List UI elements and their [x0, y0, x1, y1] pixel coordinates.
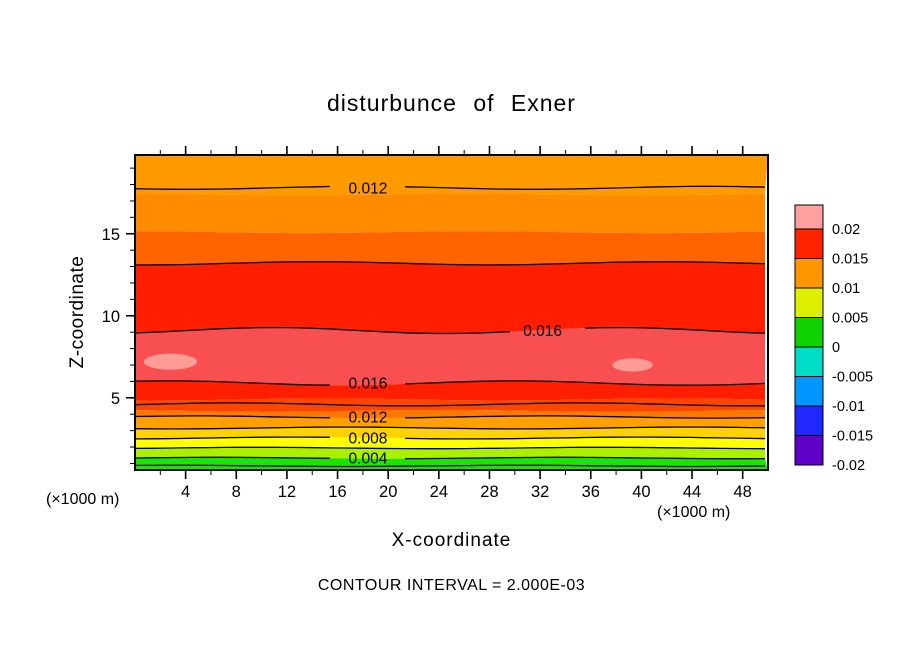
axis-ticks — [126, 146, 744, 479]
colorbar-tick-label: -0.015 — [832, 429, 873, 445]
x-unit-label-right: (×1000 m) — [657, 504, 731, 521]
contour-label: 0.012 — [349, 410, 388, 427]
contour-line — [135, 402, 766, 407]
x-tick-label: 28 — [480, 483, 498, 501]
colorbar: 0.02 0.015 0.01 0.005 0 -0.005 -0.01 -0.015 -0.0… — [794, 204, 873, 474]
y-tick-label: 5 — [111, 390, 120, 408]
colorbar-segment — [794, 405, 824, 436]
contour-line — [135, 326, 511, 335]
y-axis-title: Z-coordinate — [67, 255, 88, 369]
colorbar-segment — [794, 376, 824, 407]
x-tick-label: 32 — [531, 483, 549, 501]
colorbar-segment — [794, 317, 824, 348]
plot-frame — [134, 154, 769, 471]
colorbar-segment — [794, 258, 824, 289]
colorbar-tick-label: 0.01 — [832, 281, 860, 297]
x-tick-label: 40 — [632, 483, 650, 501]
contour-line — [404, 436, 766, 440]
y-tick-label: 10 — [102, 308, 120, 326]
x-tick-label: 24 — [430, 483, 448, 501]
x-tick-label: 16 — [328, 483, 346, 501]
colorbar-segment — [794, 287, 824, 318]
contour-line — [404, 185, 766, 190]
contour-line — [404, 380, 766, 386]
contour-label: 0.008 — [349, 431, 388, 448]
colorbar-segment — [794, 228, 824, 259]
colorbar-tick-label: -0.005 — [832, 370, 873, 386]
colorbar-segment — [794, 204, 824, 230]
contour-label: 0.012 — [349, 180, 388, 197]
colorbar-tick-label: -0.01 — [832, 399, 865, 415]
fill-band — [135, 193, 765, 234]
x-tick-label: 48 — [734, 483, 752, 501]
contour-highlight — [612, 358, 653, 372]
contour-label: 0.016 — [349, 376, 388, 393]
fill-band — [135, 380, 765, 401]
contour-line — [135, 426, 766, 430]
contour-line — [135, 436, 331, 440]
fill-band — [135, 261, 765, 334]
colorbar-segment — [794, 346, 824, 377]
fill-band — [135, 437, 765, 449]
colorbar-tick-label: 0 — [832, 340, 840, 356]
x-unit-label-left: (×1000 m) — [46, 491, 120, 508]
x-tick-label: 20 — [379, 483, 397, 501]
contour-label: 0.004 — [349, 451, 388, 468]
x-tick-label: 36 — [582, 483, 600, 501]
contour-line — [135, 446, 766, 450]
colorbar-tick-label: 0.02 — [832, 222, 860, 238]
fill-band — [135, 457, 768, 470]
contour-line — [135, 415, 331, 419]
fill-band — [135, 327, 765, 386]
contour-line — [404, 456, 766, 460]
fill-band — [135, 427, 765, 439]
contour-line — [404, 415, 766, 419]
x-tick-label: 44 — [683, 483, 701, 501]
contour-line — [584, 326, 766, 334]
colorbar-tick-label: 0.005 — [832, 311, 868, 327]
contour-field — [135, 155, 768, 470]
contour-interval-note: CONTOUR INTERVAL = 2.000E-03 — [317, 577, 586, 594]
colorbar-tick-label: 0.015 — [832, 252, 868, 268]
fill-band — [135, 447, 765, 459]
colorbar-tick-label: -0.02 — [832, 458, 865, 474]
fill-band — [135, 415, 765, 429]
contour-line — [135, 380, 331, 386]
contour-line — [135, 464, 766, 468]
x-tick-label: 4 — [181, 483, 190, 501]
contour-line — [135, 185, 331, 190]
contour-line — [135, 456, 331, 459]
fill-band — [135, 231, 765, 265]
chart-title: disturbunce of Exner — [327, 90, 576, 116]
x-axis-title: X-coordinate — [391, 530, 512, 551]
colorbar-segment — [794, 435, 824, 466]
contour-label: 0.016 — [523, 323, 562, 340]
fill-band — [135, 155, 768, 196]
x-tick-label: 8 — [232, 483, 241, 501]
x-tick-label: 12 — [278, 483, 296, 501]
contour-line — [135, 261, 766, 266]
y-tick-label: 15 — [102, 226, 120, 244]
contour-highlight — [143, 353, 198, 370]
